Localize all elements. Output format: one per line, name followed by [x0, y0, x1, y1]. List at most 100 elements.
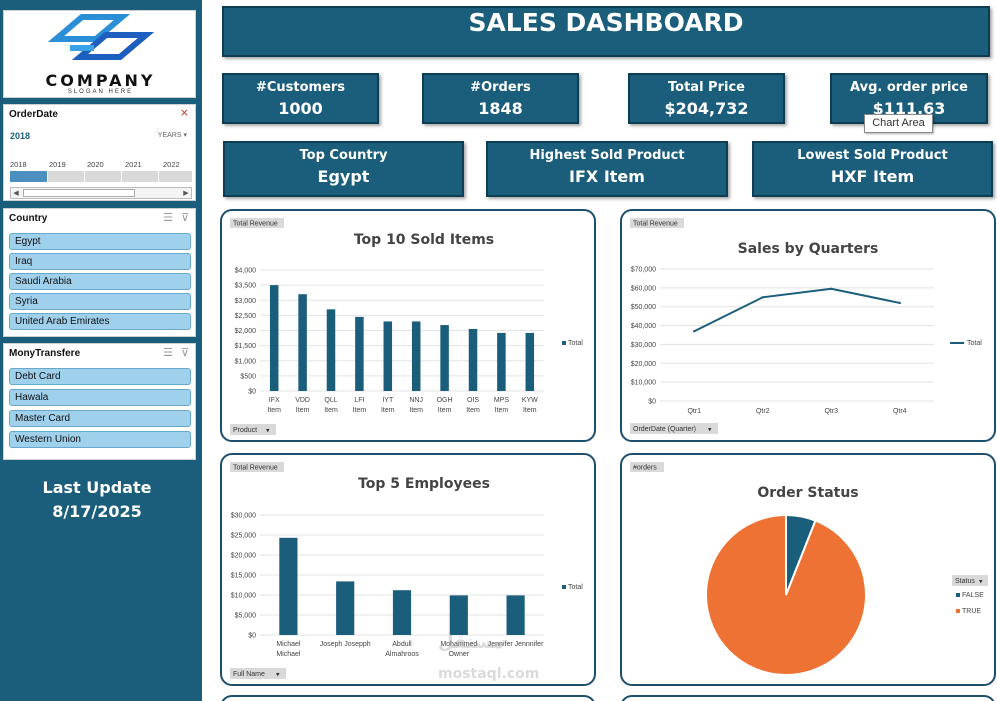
slicer-icons: ☰ ⊽ [155, 346, 189, 359]
money-slicer-title: MonyTransfere [9, 348, 81, 359]
slicer-item-hawala[interactable]: Hawala [9, 389, 191, 406]
orderdate-timeline[interactable]: OrderDate ⨯ 2018 YEARS ▾ 2018 2019 2020 … [3, 104, 196, 201]
bar[interactable] [279, 537, 298, 635]
slicer-item-debt-card[interactable]: Debt Card [9, 368, 191, 385]
y-tick-label: $500 [240, 373, 256, 380]
field-button[interactable] [630, 218, 684, 228]
slicer-item-saudi-arabia[interactable]: Saudi Arabia [9, 273, 191, 290]
filter-button-label: Full Name [233, 671, 265, 678]
y-tick-label: $3,000 [235, 298, 257, 305]
clear-filter-icon[interactable]: ⨯ [179, 106, 189, 119]
slicer-item-egypt[interactable]: Egypt [9, 233, 191, 250]
x-tick-label: OIS [467, 397, 479, 404]
field-button[interactable] [230, 462, 284, 472]
bar[interactable] [411, 321, 421, 391]
x-tick-label: Owner [448, 651, 469, 658]
bar[interactable] [326, 309, 336, 391]
x-tick-label: Joseph Josepph [320, 641, 371, 648]
series-line[interactable] [693, 287, 900, 333]
data-point[interactable] [830, 287, 833, 290]
scroll-left-icon[interactable]: ◀ [13, 189, 19, 197]
timeline-title: OrderDate [9, 109, 58, 120]
timeline-scrollbar[interactable]: ◀ ▶ [10, 187, 192, 199]
filter-dropdown-icon[interactable]: ▾ [276, 672, 280, 679]
watermark: مستقل [438, 632, 504, 653]
timeline-selection[interactable] [10, 171, 47, 182]
bar[interactable] [449, 595, 468, 635]
y-tick-label: $10,000 [631, 380, 656, 387]
timeline-year[interactable]: 2019 [49, 160, 66, 169]
slicer-item-syria[interactable]: Syria [9, 293, 191, 310]
field-button-label: Total Revenue [633, 221, 678, 228]
bar[interactable] [497, 332, 506, 391]
clear-filter-icon[interactable]: ⊽ [180, 211, 189, 224]
data-point[interactable] [761, 296, 764, 299]
field-button[interactable] [630, 462, 664, 472]
bar[interactable] [440, 325, 449, 391]
y-tick-label: $70,000 [631, 267, 656, 274]
filter-button[interactable] [230, 424, 276, 435]
chart-order-status[interactable]: #orders Order Status Status ▾ FALSE TRUE [620, 453, 996, 686]
timeline-year[interactable]: 2021 [125, 160, 142, 169]
slicer-item-uae[interactable]: United Arab Emirates [9, 313, 191, 330]
x-tick-label: Item [296, 407, 310, 414]
field-button[interactable] [230, 218, 284, 228]
slicer-item-master-card[interactable]: Master Card [9, 410, 191, 427]
bar[interactable] [383, 321, 393, 391]
chart-title: Sales by Quarters [738, 241, 879, 257]
multi-select-icon[interactable]: ☰ [163, 211, 173, 224]
bar[interactable] [468, 328, 478, 391]
dashboard-header: SALES DASHBOARD [222, 6, 990, 57]
filter-button[interactable] [630, 423, 718, 434]
timeline-year[interactable]: 2018 [10, 160, 27, 169]
y-tick-label: $25,000 [231, 533, 256, 540]
y-tick-label: $1,500 [235, 343, 257, 350]
multi-select-icon[interactable]: ☰ [163, 346, 173, 359]
bar[interactable] [355, 316, 364, 391]
filter-dropdown-icon[interactable]: ▾ [266, 428, 270, 435]
bar-chart-top-employees: Total Revenue Top 5 Employees $0 $5,000 $10,… [230, 462, 583, 679]
chart-panel-partial[interactable] [220, 695, 596, 701]
scroll-thumb[interactable] [23, 189, 135, 197]
chart-title: Order Status [757, 485, 858, 501]
slicer-item-iraq[interactable]: Iraq [9, 253, 191, 270]
kpi-orders: #Orders 1848 [422, 73, 579, 124]
field-button-label: Total Revenue [233, 221, 278, 228]
filter-dropdown-icon[interactable]: ▾ [708, 427, 712, 434]
y-tick-label: $15,000 [231, 573, 256, 580]
timeline-year[interactable]: 2020 [87, 160, 104, 169]
filter-dropdown-icon[interactable]: ▾ [979, 579, 983, 586]
pie-slice[interactable] [705, 513, 867, 676]
bar[interactable] [269, 285, 279, 391]
timeline-mode-dropdown[interactable]: YEARS ▾ [157, 132, 187, 139]
data-point[interactable] [693, 330, 696, 333]
chart-top-5-employees[interactable]: Total Revenue Top 5 Employees $0 $5,000 $10,… [220, 453, 596, 686]
slicer-item-western-union[interactable]: Western Union [9, 431, 191, 448]
chart-top-10-items[interactable]: Total Revenue Top 10 Sold Items $0 $500 $1,0… [220, 209, 596, 442]
bar[interactable] [392, 590, 412, 635]
timeline-bar[interactable] [10, 171, 192, 182]
x-tick-label: KYW [522, 397, 538, 404]
legend-label: TRUE [962, 608, 981, 615]
chart-panel-partial[interactable] [620, 695, 996, 701]
x-tick-label: Qtr4 [893, 408, 907, 415]
last-update-date: 8/17/2025 [52, 502, 142, 521]
legend-title: Status [955, 578, 975, 585]
chart-sales-by-quarters[interactable]: Total Revenue Sales by Quarters $0 $10,000 $… [620, 209, 996, 442]
clear-filter-icon[interactable]: ⊽ [180, 346, 189, 359]
bar[interactable] [298, 294, 307, 391]
x-tick-label: LFI [354, 397, 364, 404]
legend-field-button[interactable] [952, 575, 988, 586]
x-tick-label: QLL [324, 397, 337, 404]
data-point[interactable] [898, 301, 901, 305]
y-tick-label: $50,000 [631, 304, 656, 311]
timeline-year[interactable]: 2022 [163, 160, 180, 169]
bar[interactable] [336, 581, 355, 635]
legend-swatch [956, 593, 960, 597]
x-tick-label: Mohammed [440, 641, 477, 648]
bar[interactable] [525, 332, 535, 391]
filter-button[interactable] [230, 668, 286, 679]
scroll-right-icon[interactable]: ▶ [183, 189, 189, 197]
bar[interactable] [506, 595, 525, 635]
x-tick-label: Item [381, 407, 395, 414]
